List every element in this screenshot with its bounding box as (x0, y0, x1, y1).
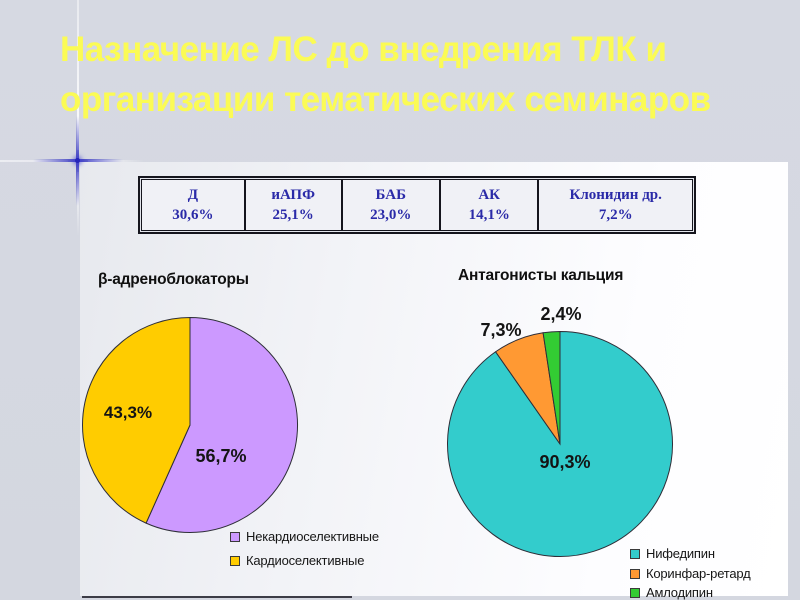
cell-value: 7,2% (598, 207, 633, 223)
cell-name: БАБ (375, 187, 406, 203)
pie-slice (82, 316, 191, 524)
legend-swatch-yellow (230, 555, 240, 566)
legend-label: Нифедипин (646, 546, 715, 561)
cell-value: 14,1% (468, 207, 510, 223)
table-row: Д 30,6% иАПФ 25,1% БАБ 23,0% АК 14,1% Кл… (141, 179, 693, 231)
chart-frame-bottom-edge (82, 596, 352, 598)
calcium-antagonists-pie-chart (447, 330, 673, 557)
pie-label-nifedipine: 90,3% (539, 452, 591, 472)
legend-label: Некардиоселективные (246, 529, 379, 544)
legend-item-noncardioselective: Некардиоселективные (230, 529, 379, 544)
drug-share-table: Д 30,6% иАПФ 25,1% БАБ 23,0% АК 14,1% Кл… (138, 176, 696, 234)
pie-slice (145, 316, 299, 533)
legend-swatch-purple (230, 531, 240, 542)
pie-label-cardioselective: 43,3% (103, 403, 153, 422)
pie-label-amlodipine: 2,4% (540, 304, 582, 324)
legend-item-corinfar: Коринфар-ретард (630, 566, 751, 581)
beta-blockers-pie-chart (82, 316, 299, 533)
calcium-antagonists-chart-title: Антагонисты кальция (458, 267, 624, 284)
legend-item-nifedipine: Нифедипин (630, 546, 715, 561)
cell-name: Клонидин др. (569, 187, 662, 203)
cell-name: АК (478, 187, 501, 203)
slide-title-line2: организации тематических семинаров (60, 80, 711, 119)
beta-blockers-chart-title: β-адреноблокаторы (98, 271, 249, 288)
table-cell-iapf: иАПФ 25,1% (243, 180, 341, 230)
legend-swatch-green (630, 587, 640, 598)
table-cell-ak: АК 14,1% (438, 180, 538, 230)
legend-label: Коринфар-ретард (646, 566, 751, 581)
sparkle-center (75, 158, 80, 163)
cell-name: иАПФ (271, 187, 315, 203)
table-cell-d: Д 30,6% (142, 180, 244, 230)
legend-swatch-teal (630, 548, 640, 559)
cell-name: Д (187, 187, 199, 203)
legend-swatch-orange (630, 568, 640, 579)
cell-value: 25,1% (272, 207, 314, 223)
pie-slice (542, 330, 561, 445)
sparkle-ray-up (77, 0, 79, 150)
legend-label: Кардиоселективные (246, 553, 365, 568)
table-cell-clonidine: Клонидин др. 7,2% (537, 180, 692, 230)
pie-label-noncardioselective: 56,7% (195, 446, 247, 466)
table-cell-bab: БАБ 23,0% (340, 180, 439, 230)
cell-value: 23,0% (370, 207, 412, 223)
legend-item-cardioselective: Кардиоселективные (230, 553, 364, 568)
legend-item-amlodipine: Амлодипин (630, 585, 713, 600)
slide-title: Назначение ЛС до внедрения ТЛК и организ… (60, 25, 790, 125)
legend-label: Амлодипин (646, 585, 713, 600)
pie-label-corinfar: 7,3% (480, 320, 522, 340)
slide-title-line1: Назначение ЛС до внедрения ТЛК и (60, 30, 667, 69)
cell-value: 30,6% (172, 207, 214, 223)
